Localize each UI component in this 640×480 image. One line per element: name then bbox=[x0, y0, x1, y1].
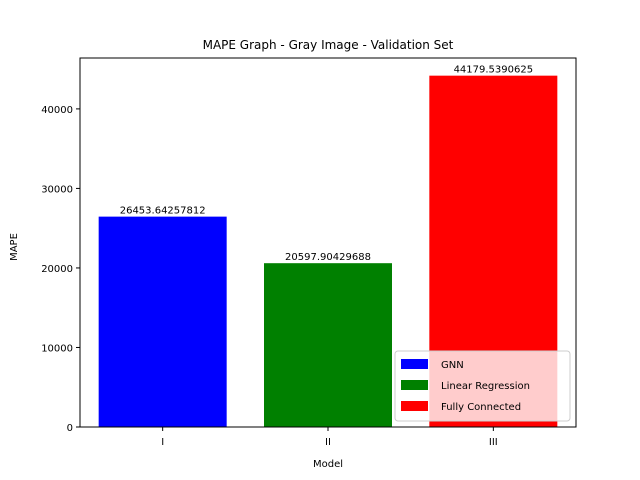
chart-title: MAPE Graph - Gray Image - Validation Set bbox=[203, 38, 454, 52]
legend-swatch-1 bbox=[401, 359, 428, 369]
y-axis-ticks: 0 10000 20000 30000 40000 bbox=[41, 105, 80, 434]
legend-swatch-3 bbox=[401, 401, 428, 411]
legend-label-1: GNN bbox=[441, 360, 464, 371]
x-axis-title: Model bbox=[313, 459, 343, 470]
y-tick-label-5: 40000 bbox=[41, 105, 73, 116]
x-tick-label-2: II bbox=[325, 437, 331, 448]
legend-label-3: Fully Connected bbox=[441, 402, 521, 413]
bar-2 bbox=[264, 263, 392, 427]
x-tick-label-1: I bbox=[161, 437, 164, 448]
y-tick-label-2: 10000 bbox=[41, 343, 73, 354]
legend-label-2: Linear Regression bbox=[441, 381, 530, 392]
x-tick-label-3: III bbox=[489, 437, 498, 448]
bar-value-label-1: 26453.64257812 bbox=[120, 206, 206, 217]
x-axis-ticks: I II III bbox=[161, 427, 498, 448]
y-tick-label-4: 30000 bbox=[41, 184, 73, 195]
y-tick-label-1: 0 bbox=[67, 423, 73, 434]
y-tick-label-3: 20000 bbox=[41, 264, 73, 275]
legend-swatch-2 bbox=[401, 380, 428, 390]
bar-value-labels: 26453.64257812 20597.90429688 44179.539062… bbox=[120, 65, 533, 264]
bar-1 bbox=[98, 216, 227, 427]
bar-value-label-3: 44179.5390625 bbox=[454, 65, 534, 76]
bar-value-label-2: 20597.90429688 bbox=[285, 252, 371, 263]
legend: GNN Linear Regression Fully Connected bbox=[394, 350, 571, 422]
legend-box bbox=[394, 350, 571, 422]
plot-frame bbox=[79, 57, 577, 428]
y-axis-title: MAPE bbox=[9, 233, 20, 261]
